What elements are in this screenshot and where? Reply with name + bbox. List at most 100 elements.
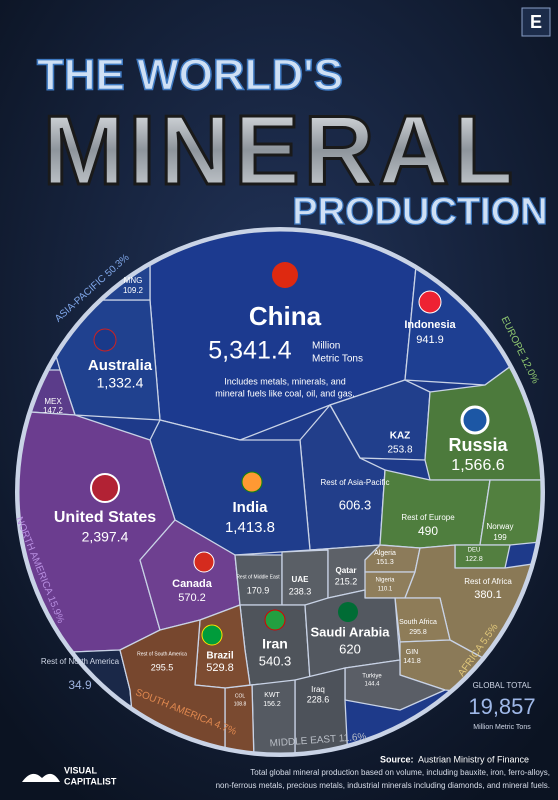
- flag-indonesia: [418, 290, 442, 314]
- label: Russia: [448, 435, 508, 455]
- source-label: Source:: [380, 754, 414, 764]
- value: 1,332.4: [97, 375, 144, 391]
- value: 199: [493, 533, 507, 542]
- unit: Million: [312, 341, 340, 352]
- value: 529.8: [206, 662, 234, 674]
- flag-canada: [193, 551, 215, 573]
- label: KWT: [264, 692, 280, 699]
- region-label: MIDDLE EAST 11.6%: [269, 731, 367, 749]
- value: 253.8: [387, 445, 412, 456]
- label: UAE: [292, 575, 310, 584]
- value: 147.2: [43, 406, 64, 415]
- badge-box: [521, 7, 551, 37]
- label: India: [232, 499, 268, 516]
- label: Rest of Africa: [464, 577, 512, 586]
- unit: Metric Tons: [312, 354, 363, 365]
- flag-india: [241, 471, 263, 493]
- label: Algeria: [374, 550, 396, 557]
- label: MEX: [44, 397, 62, 406]
- region-share: 11.6%: [338, 731, 366, 744]
- label: Iraq: [311, 685, 325, 694]
- value: 2,397.4: [82, 529, 129, 545]
- flag-australia: [93, 328, 117, 352]
- note: mineral fuels like coal, oil, and gas.: [215, 388, 355, 398]
- label: Iran: [262, 636, 288, 652]
- cell-labels: China 5,341.4 Million Metric Tons Includ…: [41, 276, 514, 708]
- region-name: MIDDLE EAST: [269, 733, 336, 749]
- value: 151.3: [376, 559, 394, 566]
- value: 490: [418, 524, 438, 538]
- cell-kwt: [251, 679, 296, 754]
- flag-iran: [264, 609, 286, 631]
- value: 1,413.8: [225, 519, 275, 536]
- title-line1: THE WORLD'S: [37, 51, 343, 100]
- label: Australia: [88, 357, 153, 374]
- value: 228.6: [307, 694, 330, 704]
- value: 295.8: [409, 629, 427, 636]
- value: 606.3: [339, 497, 372, 512]
- value: 144.4: [364, 682, 380, 688]
- label: Rest of North America: [41, 657, 120, 666]
- label: United States: [54, 509, 156, 526]
- label: Rest of Europe: [401, 513, 455, 522]
- source-note: Total global mineral production based on…: [250, 768, 550, 777]
- value: 34.9: [68, 678, 92, 692]
- value: 570.2: [178, 592, 206, 604]
- value: 141.8: [403, 658, 421, 665]
- value: 380.1: [474, 589, 502, 601]
- flag-usa: [90, 473, 120, 503]
- value: 295.5: [151, 662, 174, 672]
- value: 122.8: [465, 556, 483, 563]
- cell-kaz: [329, 379, 431, 461]
- label: Canada: [172, 578, 213, 590]
- badge: E: [530, 12, 542, 32]
- source-note: non-ferrous metals, precious metals, ind…: [216, 781, 550, 790]
- value: 540.3: [259, 653, 292, 668]
- label: GIN: [406, 649, 418, 656]
- value: 109.2: [123, 286, 144, 295]
- total-unit: Million Metric Tons: [473, 724, 531, 731]
- value: 108.8: [234, 701, 247, 707]
- brand: VISUAL: [64, 765, 98, 775]
- flag-russia: [460, 405, 490, 435]
- label: Nigeria: [375, 578, 395, 584]
- label: Rest of Asia-Pacific: [321, 478, 390, 487]
- label: COL: [235, 693, 246, 699]
- label: Turkiye: [362, 674, 382, 680]
- value: 156.2: [263, 701, 281, 708]
- label: MNG: [124, 276, 143, 285]
- label: Norway: [486, 522, 513, 531]
- value: 620: [339, 641, 361, 656]
- label: DEU: [468, 548, 481, 554]
- source-text: Austrian Ministry of Finance: [418, 754, 529, 764]
- label: Rest of South America: [137, 651, 187, 657]
- value: 215.2: [335, 576, 358, 586]
- flag-saudi: [338, 602, 358, 622]
- value: 110.1: [378, 587, 393, 593]
- cells: [18, 230, 542, 754]
- value: 941.9: [416, 334, 444, 346]
- label: Rest of Middle East: [236, 574, 280, 580]
- value: 170.9: [247, 585, 270, 595]
- diagram-outline: [16, 228, 544, 756]
- total-label: GLOBAL TOTAL: [473, 681, 532, 690]
- flag-china: [272, 262, 298, 288]
- label: China: [249, 301, 322, 331]
- flag-brazil: [201, 624, 223, 646]
- total-value: 19,857: [468, 694, 535, 719]
- label: Indonesia: [404, 319, 456, 331]
- value: 238.3: [289, 586, 312, 596]
- title-line3: PRODUCTION: [292, 191, 547, 233]
- logo-icon: [22, 773, 60, 782]
- label: Qatar: [336, 566, 357, 575]
- brand: CAPITALIST: [64, 776, 117, 786]
- value: 5,341.4: [208, 337, 292, 365]
- label: Brazil: [206, 651, 233, 662]
- title-line2: MINERAL: [43, 95, 517, 205]
- value: 1,566.6: [451, 457, 504, 474]
- label: South Africa: [399, 619, 437, 626]
- label: Saudi Arabia: [311, 624, 391, 639]
- label: KAZ: [390, 431, 411, 442]
- note: Includes metals, minerals, and: [224, 376, 346, 386]
